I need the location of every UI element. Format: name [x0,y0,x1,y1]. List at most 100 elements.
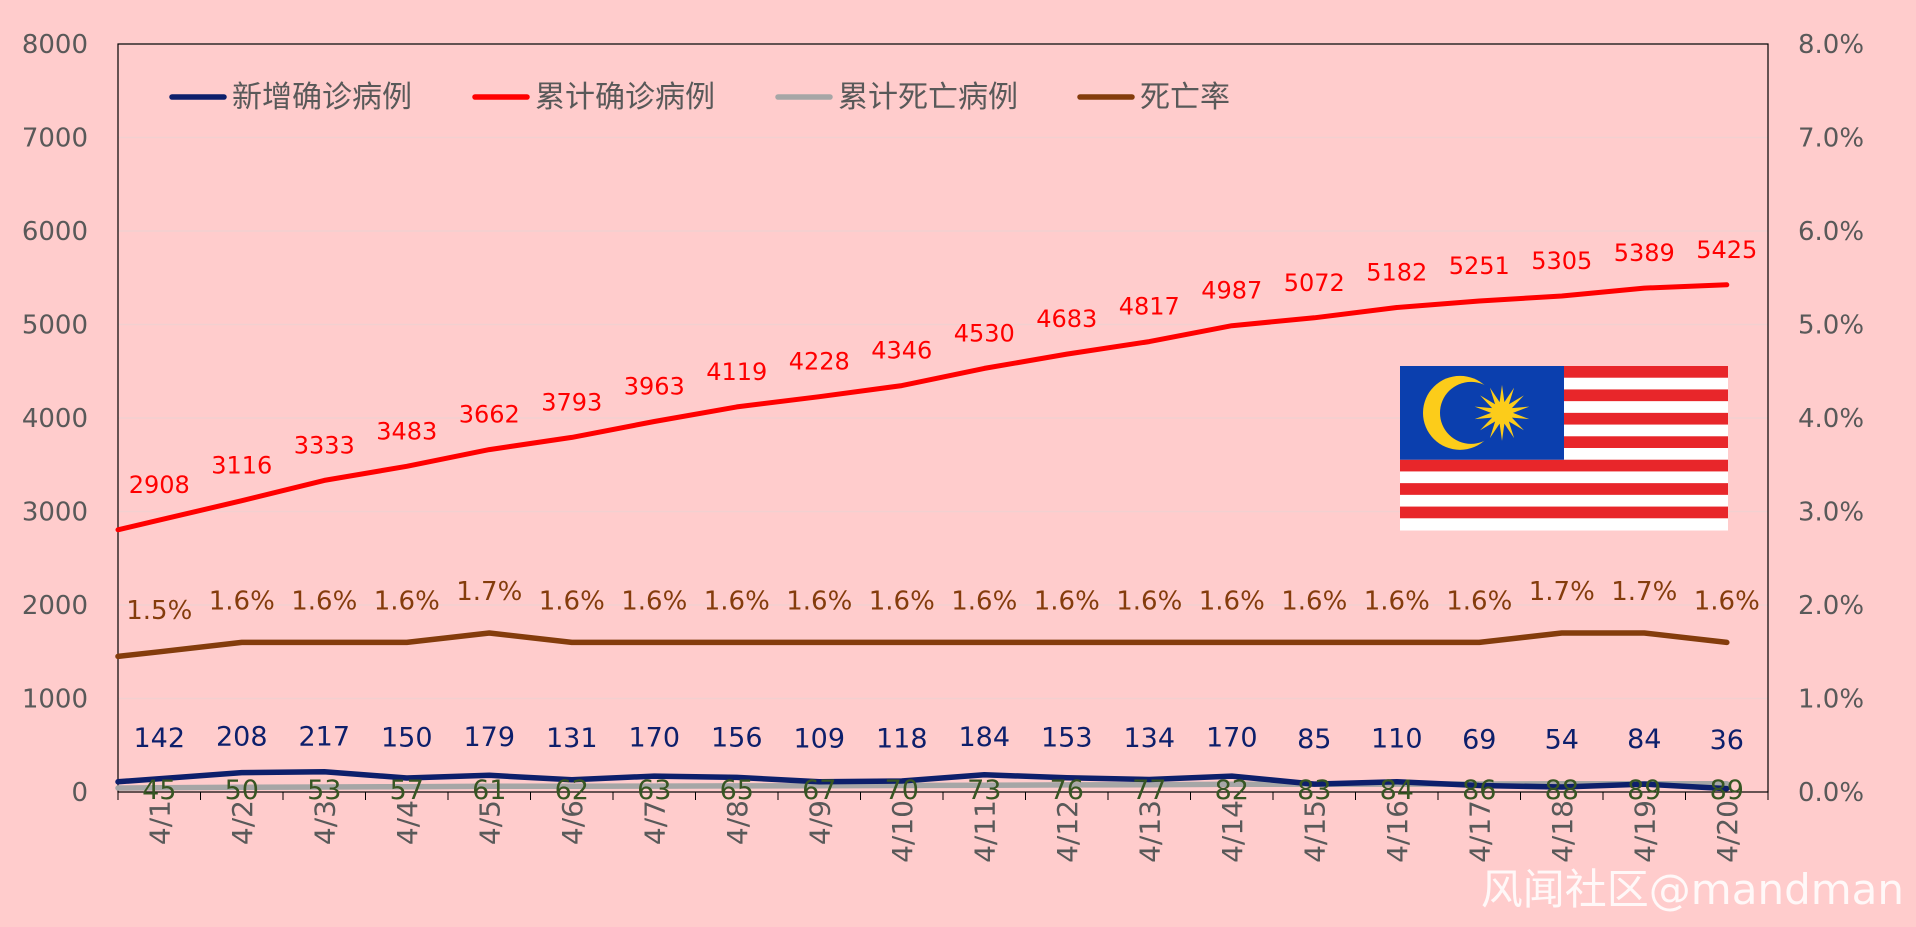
data-label-total-deaths: 83 [1297,775,1331,806]
data-label-death-rate: 1.6% [1694,586,1760,616]
flag-stripe [1400,518,1728,530]
data-label-total-cases: 3483 [376,417,437,445]
data-label-death-rate: 1.6% [1116,586,1182,616]
left-axis-tick-label: 1000 [22,685,88,715]
data-label-new-cases: 131 [546,723,598,754]
data-label-new-cases: 109 [793,724,845,755]
data-label-total-deaths: 45 [142,775,176,806]
left-axis-tick-label: 7000 [22,124,88,154]
x-tick-label: 4/7 [638,800,671,845]
x-tick-label: 4/2 [226,800,259,845]
data-label-death-rate: 1.6% [1364,586,1430,616]
data-label-total-deaths: 86 [1462,775,1496,806]
data-label-total-cases: 3793 [541,388,602,416]
data-label-total-cases: 3333 [294,431,355,459]
legend-label: 累计确诊病例 [535,80,715,115]
data-label-new-cases: 156 [711,723,763,754]
left-axis-tick-label: 0 [71,778,88,808]
x-tick-label: 4/18 [1546,800,1579,863]
data-label-total-cases: 5251 [1449,252,1510,280]
right-axis-tick-label: 4.0% [1798,404,1864,434]
data-label-new-cases: 153 [1041,723,1093,754]
x-tick-label: 4/14 [1216,800,1249,863]
data-label-death-rate: 1.6% [1446,586,1512,616]
data-label-death-rate: 1.6% [291,586,357,616]
data-label-death-rate: 1.7% [456,577,522,607]
malaysia-flag [1400,366,1728,531]
data-label-total-deaths: 88 [1545,775,1579,806]
data-label-total-cases: 5425 [1696,236,1757,264]
x-tick-label: 4/10 [886,800,919,863]
right-axis-tick-label: 8.0% [1798,30,1864,60]
data-label-total-cases: 5389 [1614,239,1675,267]
data-label-new-cases: 54 [1545,725,1579,756]
data-label-total-cases: 5182 [1366,258,1427,286]
data-label-total-deaths: 65 [720,775,754,806]
left-axis-tick-label: 3000 [22,498,88,528]
x-tick-label: 4/1 [143,800,176,845]
data-label-total-deaths: 84 [1380,775,1414,806]
data-label-total-deaths: 62 [555,775,589,806]
left-axis-tick-label: 5000 [22,311,88,341]
data-label-new-cases: 217 [298,721,350,752]
legend: 新增确诊病例 累计确诊病例 累计死亡病例 死亡率 [172,80,1230,115]
data-label-total-cases: 3116 [211,452,272,480]
left-axis-tick-label: 8000 [22,30,88,60]
x-tick-label: 4/12 [1051,800,1084,863]
data-label-total-deaths: 67 [802,775,836,806]
series-line-death-rate [118,633,1727,656]
data-label-total-cases: 4817 [1119,293,1180,321]
data-label-total-cases: 5305 [1531,247,1592,275]
data-label-new-cases: 36 [1710,725,1744,756]
data-label-death-rate: 1.6% [539,586,605,616]
data-label-new-cases: 84 [1627,724,1661,755]
flag-stripe [1400,483,1728,495]
legend-label: 死亡率 [1140,80,1230,115]
data-label-total-deaths: 89 [1710,775,1744,806]
data-label-new-cases: 208 [216,722,268,753]
x-tick-label: 4/20 [1711,800,1744,863]
x-tick-label: 4/8 [721,800,754,845]
legend-label: 累计死亡病例 [838,80,1018,115]
data-label-death-rate: 1.6% [1281,586,1347,616]
data-label-total-cases: 3662 [459,401,520,429]
left-axis-tick-label: 6000 [22,217,88,247]
right-axis-tick-label: 6.0% [1798,217,1864,247]
data-label-total-deaths: 82 [1215,775,1249,806]
right-axis-tick-label: 7.0% [1798,124,1864,154]
left-axis-tick-label: 4000 [22,404,88,434]
data-label-new-cases: 85 [1297,724,1331,755]
data-label-total-deaths: 73 [967,775,1001,806]
watermark: 风闻社区@mandman [1481,856,1904,917]
flag-stripe [1400,460,1728,472]
data-label-total-cases: 4530 [954,319,1015,347]
right-axis-tick-label: 1.0% [1798,685,1864,715]
x-tick-label: 4/19 [1628,800,1661,863]
right-axis-tick-label: 3.0% [1798,498,1864,528]
data-label-total-deaths: 76 [1050,775,1084,806]
data-label-new-cases: 170 [628,722,680,753]
x-tick-label: 4/16 [1381,800,1414,863]
data-label-total-cases: 4228 [789,348,850,376]
x-tick-label: 4/15 [1298,800,1331,863]
data-label-total-cases: 3963 [624,372,685,400]
data-label-total-deaths: 50 [225,775,259,806]
data-label-total-cases: 5072 [1284,269,1345,297]
flag-stripe [1400,471,1728,483]
data-label-total-deaths: 57 [390,775,424,806]
data-label-new-cases: 179 [463,722,515,753]
data-label-death-rate: 1.7% [1529,577,1595,607]
data-label-death-rate: 1.6% [209,586,275,616]
right-axis-tick-label: 2.0% [1798,591,1864,621]
legend-label: 新增确诊病例 [232,80,412,115]
data-label-new-cases: 184 [958,722,1010,753]
data-label-new-cases: 142 [133,723,185,754]
data-label-death-rate: 1.7% [1611,577,1677,607]
data-label-total-cases: 4683 [1036,305,1097,333]
data-label-death-rate: 1.6% [1199,586,1265,616]
data-label-new-cases: 69 [1462,724,1496,755]
data-label-total-deaths: 70 [885,775,919,806]
data-label-total-cases: 4346 [871,337,932,365]
data-label-death-rate: 1.6% [704,586,770,616]
data-label-death-rate: 1.6% [621,586,687,616]
